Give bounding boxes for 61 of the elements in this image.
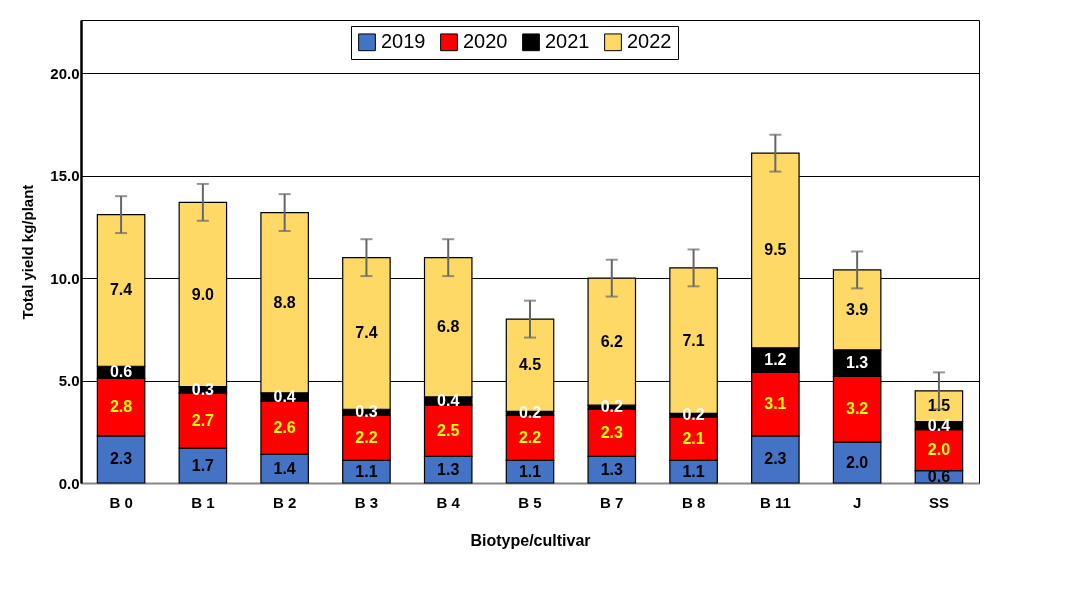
data-label: 2.2 xyxy=(518,428,542,446)
data-label: 7.4 xyxy=(355,324,378,342)
x-tick-label: SS xyxy=(928,493,949,511)
data-label: 6.2 xyxy=(600,332,623,350)
data-label: 0.4 xyxy=(437,392,460,410)
y-tick-label: 15.0 xyxy=(50,167,80,185)
x-tick-label: B 11 xyxy=(759,493,791,511)
data-label: 8.8 xyxy=(273,293,296,311)
data-label: 2.6 xyxy=(273,418,296,436)
data-label: 0.3 xyxy=(191,380,215,398)
x-tick-label: B 8 xyxy=(681,493,706,511)
legend-label: 2019 xyxy=(381,30,426,53)
data-label: 1.5 xyxy=(927,397,951,415)
data-label: 0.6 xyxy=(109,363,133,381)
legend-label: 2021 xyxy=(545,30,590,53)
data-label: 2.7 xyxy=(191,411,215,429)
y-tick-label: 5.0 xyxy=(58,372,80,390)
data-label: 1.3 xyxy=(846,354,869,372)
x-tick-label: B 3 xyxy=(354,493,379,511)
data-label: 9.0 xyxy=(191,285,215,303)
x-tick-label: B 5 xyxy=(518,493,542,511)
data-label: 1.1 xyxy=(682,462,705,480)
data-label: 0.4 xyxy=(273,387,296,405)
data-label: 1.2 xyxy=(764,351,787,369)
x-tick-label: B 1 xyxy=(191,493,215,511)
data-label: 2.2 xyxy=(355,428,378,446)
data-label: 3.2 xyxy=(846,400,869,418)
data-label: 1.1 xyxy=(355,462,378,480)
x-axis-title: Biotype/cultivar xyxy=(470,531,591,549)
x-tick-label: B 7 xyxy=(600,493,624,511)
data-label: 1.7 xyxy=(191,456,215,474)
data-label: 3.9 xyxy=(846,300,869,318)
data-label: 2.3 xyxy=(764,450,787,468)
data-label: 2.0 xyxy=(927,441,951,459)
legend-label: 2020 xyxy=(463,30,508,53)
data-label: 2.1 xyxy=(682,429,705,447)
y-axis-title: Total yield kg/plant xyxy=(19,184,37,320)
data-label: 6.8 xyxy=(437,318,460,336)
data-label: 3.1 xyxy=(764,395,787,413)
data-label: 1.4 xyxy=(273,459,296,477)
y-tick-label: 0.0 xyxy=(58,474,80,492)
data-label: 1.1 xyxy=(518,462,542,480)
y-tick-label: 20.0 xyxy=(50,64,80,82)
data-label: 4.5 xyxy=(518,356,542,374)
data-label: 7.4 xyxy=(109,281,133,299)
x-tick-label: J xyxy=(852,493,862,511)
data-label: 2.5 xyxy=(437,421,460,439)
data-label: 1.3 xyxy=(437,460,460,478)
data-label: 2.3 xyxy=(600,423,623,441)
data-label: 0.4 xyxy=(927,416,951,434)
data-label: 1.3 xyxy=(600,460,623,478)
data-label: 9.5 xyxy=(764,241,787,259)
x-tick-label: B 0 xyxy=(109,493,133,511)
data-label: 7.1 xyxy=(682,331,705,349)
data-label: 2.0 xyxy=(846,453,869,471)
data-label: 2.3 xyxy=(109,450,133,468)
legend-label: 2022 xyxy=(627,30,672,53)
x-tick-label: B 2 xyxy=(272,493,297,511)
x-tick-label: B 4 xyxy=(436,493,461,511)
y-tick-label: 10.0 xyxy=(50,269,80,287)
data-label: 2.8 xyxy=(109,398,133,416)
